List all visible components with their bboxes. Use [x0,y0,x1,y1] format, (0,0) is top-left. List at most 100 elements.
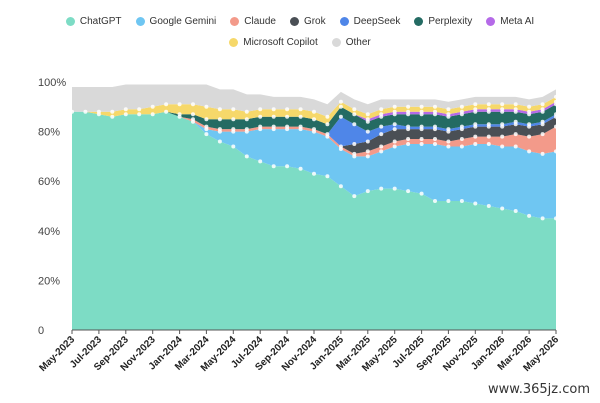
watermark: www.365jz.com [488,382,590,397]
data-point [392,104,397,109]
data-point [513,144,518,149]
data-point [177,112,182,117]
data-point [513,102,518,107]
data-point [231,144,236,149]
data-point [554,216,558,221]
data-point [406,142,411,146]
data-point [231,107,236,112]
data-point [473,107,478,112]
data-point [406,137,411,141]
data-point [379,107,384,112]
data-point [433,142,437,146]
legend-label: Microsoft Copilot [243,36,318,48]
legend-swatch [230,16,240,26]
data-point [406,189,411,194]
legend-swatch [65,16,75,26]
legend-label: Google Gemini [149,15,217,27]
data-point [379,112,384,117]
data-point [285,107,290,112]
data-point [459,104,464,109]
data-point [433,137,437,141]
data-point [96,109,101,114]
data-point [473,142,478,146]
data-point [204,117,209,122]
data-point [150,112,155,117]
data-point [527,104,532,109]
data-point [244,127,249,132]
data-point [338,104,343,109]
data-point [312,117,316,122]
area-grok [72,111,556,154]
data-point [446,127,451,132]
data-point [204,104,209,109]
data-point [392,127,397,132]
y-tick-label: 20% [38,275,60,287]
data-point [298,124,303,129]
data-point [379,132,384,137]
data-point [204,132,209,137]
data-point [500,206,505,211]
data-point [513,107,518,112]
data-point [191,112,195,117]
data-point [540,216,545,221]
data-point [419,142,424,146]
data-point [365,189,370,194]
area-meta-ai [72,101,556,125]
data-point [419,109,424,114]
data-point [217,117,222,122]
data-point [365,149,370,154]
data-point [352,122,357,127]
legend-row: Microsoft Copilot Other [0,33,600,51]
data-point [379,149,384,154]
data-point [123,107,128,112]
data-point [365,112,370,117]
data-point [527,109,532,114]
data-point [392,109,397,114]
data-point [352,194,357,199]
data-point [459,137,464,141]
data-point [473,122,478,127]
legend-row: ChatGPT Google Gemini Claude Grok DeepSeek Pe… [0,12,600,30]
data-point [500,134,505,139]
data-point [459,109,464,114]
legend-label: Other [345,36,371,48]
data-point [137,112,142,117]
data-point [217,139,222,144]
data-point [433,104,437,109]
data-point [231,117,236,122]
data-point [110,114,115,119]
legend-swatch [135,16,145,26]
data-point [433,199,437,203]
data-point [513,132,518,137]
data-point [164,109,169,114]
data-point [137,107,142,112]
data-point [271,107,276,112]
data-point [406,104,411,109]
data-point [338,144,343,149]
area-google-gemini [72,111,556,219]
data-point [540,102,545,107]
data-point [217,127,222,132]
data-point [379,124,384,129]
legend-item-deepseek: DeepSeek [339,15,401,27]
legend-label: DeepSeek [353,15,401,27]
data-point [446,139,451,144]
data-point [244,117,249,122]
y-tick-label: 100% [38,77,66,89]
data-point [419,124,424,129]
legend-swatch [486,16,496,26]
data-point [446,112,451,117]
data-point [298,166,303,171]
data-point [298,107,303,112]
data-point [231,127,236,132]
data-point [258,124,263,129]
data-point [285,124,290,129]
data-point [527,213,532,218]
legend-item-grok: Grok [289,16,326,27]
data-point [365,117,370,122]
data-point [406,124,411,129]
data-point [191,102,195,107]
data-point [419,104,424,109]
data-point [392,139,397,144]
